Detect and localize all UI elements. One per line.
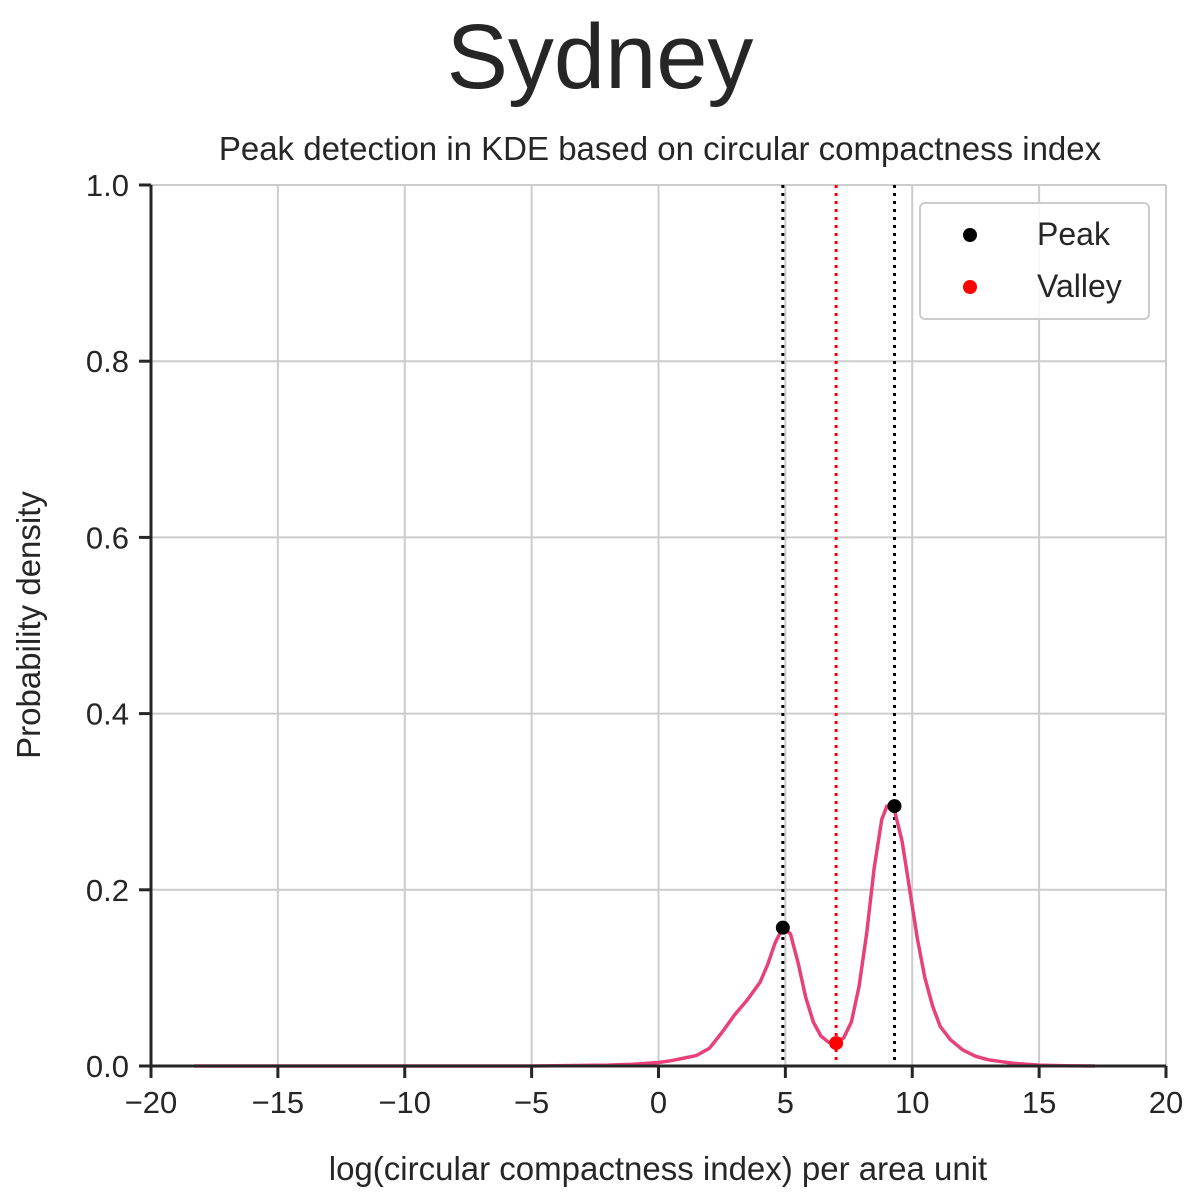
y-tick-label-4: 0.8 <box>86 344 129 379</box>
x-tick-label-2: −10 <box>378 1085 431 1120</box>
valley-point-0 <box>829 1036 844 1051</box>
x-axis-ticks: −20 −15 −10 −5 0 5 10 15 20 <box>125 1066 1183 1120</box>
y-tick-label-3: 0.6 <box>86 520 129 555</box>
peak-point-0 <box>775 920 790 935</box>
legend-marker-valley <box>963 280 977 294</box>
x-tick-label-7: 15 <box>1022 1085 1056 1120</box>
y-tick-label-0: 0.0 <box>86 1049 129 1084</box>
peak-point-1 <box>887 799 902 814</box>
legend-label-peak: Peak <box>1037 216 1111 252</box>
x-tick-label-3: −5 <box>514 1085 549 1120</box>
x-tick-label-8: 20 <box>1149 1085 1183 1120</box>
kde-curve-line <box>194 804 1096 1068</box>
x-tick-label-5: 5 <box>777 1085 794 1120</box>
y-tick-label-2: 0.4 <box>86 697 129 732</box>
legend-marker-peak <box>963 228 977 242</box>
y-tick-label-5: 1.0 <box>86 168 129 203</box>
x-axis-label: log(circular compactness index) per area… <box>329 1150 987 1187</box>
figure-suptitle: Sydney <box>447 6 754 108</box>
legend: Peak Valley <box>919 202 1150 320</box>
y-axis-label: Probability density <box>10 491 47 759</box>
x-tick-label-0: −20 <box>125 1085 178 1120</box>
y-tick-label-1: 0.2 <box>86 873 129 908</box>
x-tick-label-6: 10 <box>895 1085 929 1120</box>
x-tick-label-4: 0 <box>650 1085 667 1120</box>
legend-label-valley: Valley <box>1037 268 1122 304</box>
legend-box <box>919 202 1150 320</box>
x-tick-label-1: −15 <box>252 1085 305 1120</box>
chart-title: Peak detection in KDE based on circular … <box>219 130 1102 167</box>
peak-valley-points <box>775 799 902 1051</box>
y-axis-ticks: 0.0 0.2 0.4 0.6 0.8 1.0 <box>86 168 151 1084</box>
grid-lines <box>150 184 1167 1067</box>
peak-valley-lines <box>781 185 896 1066</box>
